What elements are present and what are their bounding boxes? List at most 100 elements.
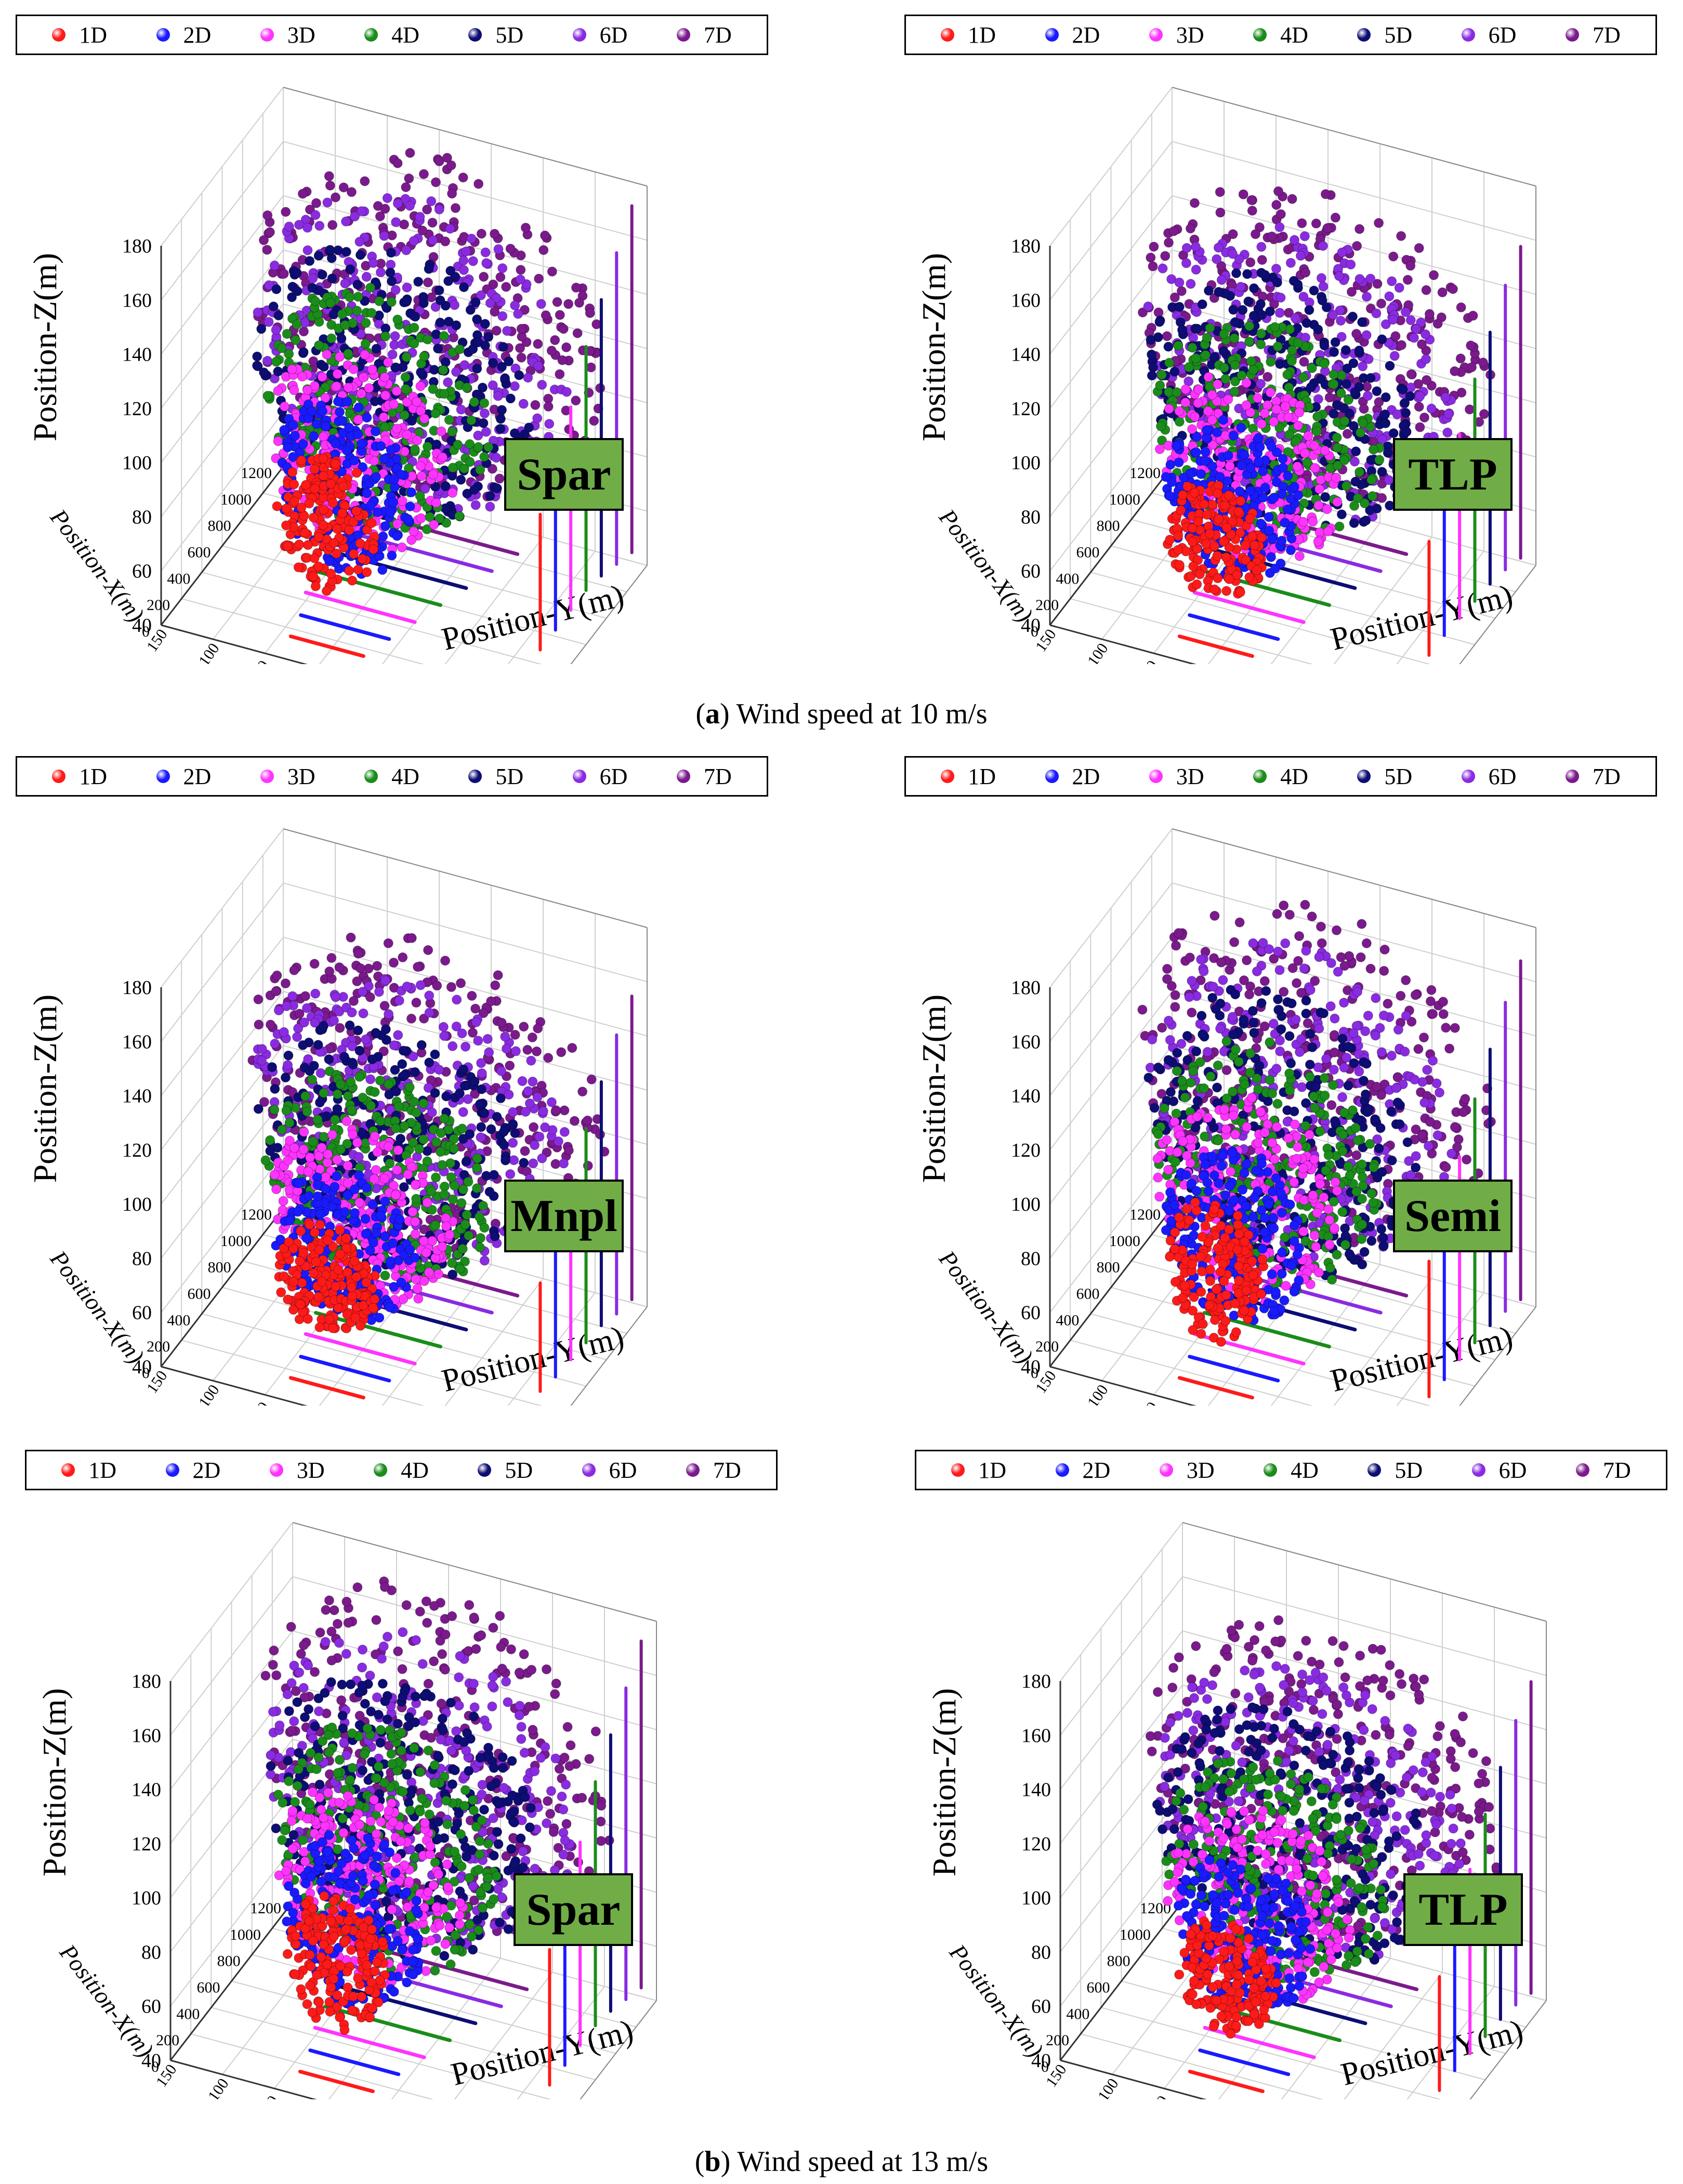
data-point: [310, 1017, 320, 1028]
data-point: [1336, 315, 1346, 326]
data-point: [458, 265, 469, 275]
data-point: [333, 396, 343, 407]
x-tick-label: 800: [208, 1259, 231, 1276]
data-point: [1312, 412, 1323, 422]
data-point: [397, 1059, 407, 1069]
data-point: [1162, 331, 1172, 341]
data-point: [391, 386, 402, 396]
data-point: [1321, 302, 1332, 312]
data-point: [465, 305, 476, 315]
data-point: [361, 272, 372, 282]
x-tick-label: 200: [147, 597, 170, 614]
data-point: [437, 1160, 448, 1170]
data-point: [273, 386, 283, 396]
data-point: [308, 512, 319, 523]
data-point: [259, 235, 269, 245]
data-point: [1174, 417, 1185, 427]
data-point: [478, 1200, 488, 1211]
data-point: [530, 1140, 540, 1150]
data-point: [537, 1153, 547, 1163]
data-point: [336, 334, 347, 344]
data-point: [1205, 323, 1215, 333]
data-point: [1232, 570, 1242, 580]
data-point: [1329, 379, 1339, 389]
data-point: [538, 245, 549, 255]
data-point: [416, 471, 427, 481]
data-point: [435, 513, 444, 524]
data-point: [405, 148, 415, 158]
data-point: [283, 442, 293, 453]
data-point: [1320, 445, 1330, 456]
data-point: [1264, 512, 1274, 522]
data-point: [366, 518, 377, 528]
data-point: [454, 1088, 465, 1098]
data-point: [397, 542, 407, 552]
y-tick-label: 50: [1138, 657, 1161, 664]
data-point: [1187, 342, 1198, 353]
data-point: [492, 483, 502, 494]
legend-item-6D: 6D: [1461, 22, 1516, 48]
z-axis-label: Position-Z(m): [27, 995, 63, 1183]
data-point: [476, 1122, 487, 1132]
data-point: [1371, 308, 1382, 319]
data-point: [530, 400, 541, 410]
data-point: [1437, 287, 1448, 298]
data-point: [1230, 376, 1240, 387]
data-point: [1294, 551, 1305, 561]
data-point: [1401, 408, 1411, 418]
grid-line: [202, 1313, 543, 1406]
data-point: [328, 498, 338, 508]
data-point: [327, 273, 337, 284]
data-point: [332, 1089, 343, 1100]
data-point: [559, 1127, 570, 1137]
floor-projection-3D: [304, 590, 417, 624]
data-point: [493, 244, 504, 254]
data-point: [1202, 333, 1212, 343]
data-point: [354, 236, 365, 247]
data-point: [419, 414, 430, 424]
data-point: [313, 250, 324, 261]
data-point: [459, 1256, 470, 1267]
data-point: [341, 445, 352, 456]
data-point: [488, 380, 498, 390]
data-point: [517, 1076, 528, 1086]
data-point: [1256, 339, 1266, 350]
legend-marker: [1461, 28, 1475, 42]
series-2D: [277, 396, 557, 641]
data-point: [428, 384, 438, 394]
data-point: [1256, 519, 1266, 529]
data-point: [1194, 569, 1205, 579]
z-tick-label: 140: [1011, 344, 1041, 366]
data-point: [494, 473, 505, 484]
data-point: [501, 282, 511, 292]
data-point: [384, 1009, 394, 1020]
data-point: [483, 442, 494, 452]
data-point: [309, 381, 320, 391]
data-point: [308, 431, 319, 442]
legend-marker: [1357, 28, 1371, 42]
data-point: [282, 541, 293, 551]
floor-projection-3D: [304, 1332, 417, 1366]
legend-marker: [1565, 28, 1579, 42]
data-point: [1246, 195, 1257, 205]
x-tick-label: 0: [142, 623, 150, 640]
legend-item-4D: 4D: [1253, 22, 1308, 48]
data-point: [272, 501, 282, 511]
data-point: [356, 389, 366, 399]
data-point: [290, 496, 300, 507]
data-point: [1160, 251, 1171, 261]
data-point: [533, 361, 544, 371]
data-point: [443, 377, 453, 388]
data-point: [456, 404, 466, 415]
series-data: [247, 932, 634, 1400]
data-point: [310, 988, 321, 999]
legend-marker: [572, 28, 586, 42]
data-point: [288, 452, 298, 462]
data-point: [321, 421, 331, 432]
data-point: [401, 352, 412, 362]
data-point: [365, 283, 376, 293]
data-point: [331, 548, 341, 559]
data-point: [273, 436, 283, 446]
data-point: [536, 299, 546, 309]
data-point: [495, 272, 506, 282]
